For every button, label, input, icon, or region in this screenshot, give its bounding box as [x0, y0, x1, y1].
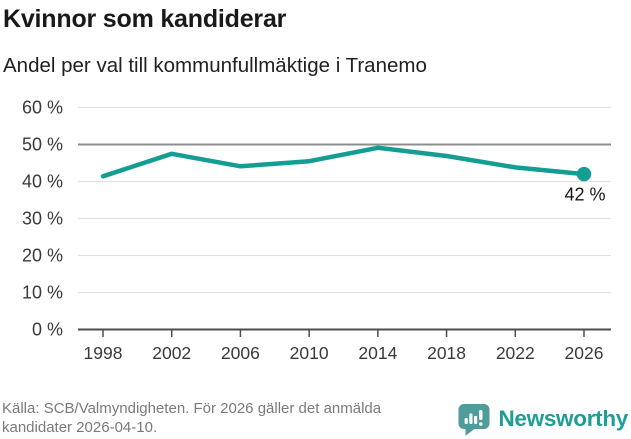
source-note-line1: Källa: SCB/Valmyndigheten. För 2026 gäll… [2, 400, 382, 417]
y-tick-label: 30 % [22, 209, 63, 229]
chart-title: Kvinnor som kandiderar [3, 5, 287, 33]
newsworthy-logo-icon [458, 404, 490, 436]
x-tick-label: 2006 [221, 343, 260, 363]
y-tick-label: 60 % [22, 98, 63, 118]
data-point-last [576, 166, 592, 182]
newsworthy-logo-text: Newsworthy [498, 406, 628, 431]
y-tick-label: 10 % [22, 283, 63, 303]
x-tick-label: 2018 [427, 343, 466, 363]
y-tick-label: 20 % [22, 246, 63, 266]
x-tick-label: 2022 [496, 343, 535, 363]
data-line [100, 145, 587, 179]
x-tick-label: 2002 [152, 343, 191, 363]
x-tick-label: 1998 [84, 343, 123, 363]
source-note-line2: kandidater 2026-04-10. [2, 419, 158, 436]
x-tick-label: 2014 [358, 343, 397, 363]
x-tick-label: 2010 [290, 343, 329, 363]
x-tick-label: 2026 [565, 343, 604, 363]
data-point-label: 42 % [564, 185, 605, 205]
y-tick-label: 50 % [22, 135, 63, 155]
newsworthy-logo[interactable]: Newsworthy [457, 402, 628, 437]
chart-footer: Källa: SCB/Valmyndigheten. För 2026 gäll… [0, 393, 631, 439]
source-note: Källa: SCB/Valmyndigheten. För 2026 gäll… [2, 399, 381, 437]
y-tick-label: 40 % [22, 172, 63, 192]
y-tick-label: 0 % [32, 320, 63, 340]
chart-subtitle: Andel per val till kommunfullmäktige i T… [3, 54, 427, 77]
